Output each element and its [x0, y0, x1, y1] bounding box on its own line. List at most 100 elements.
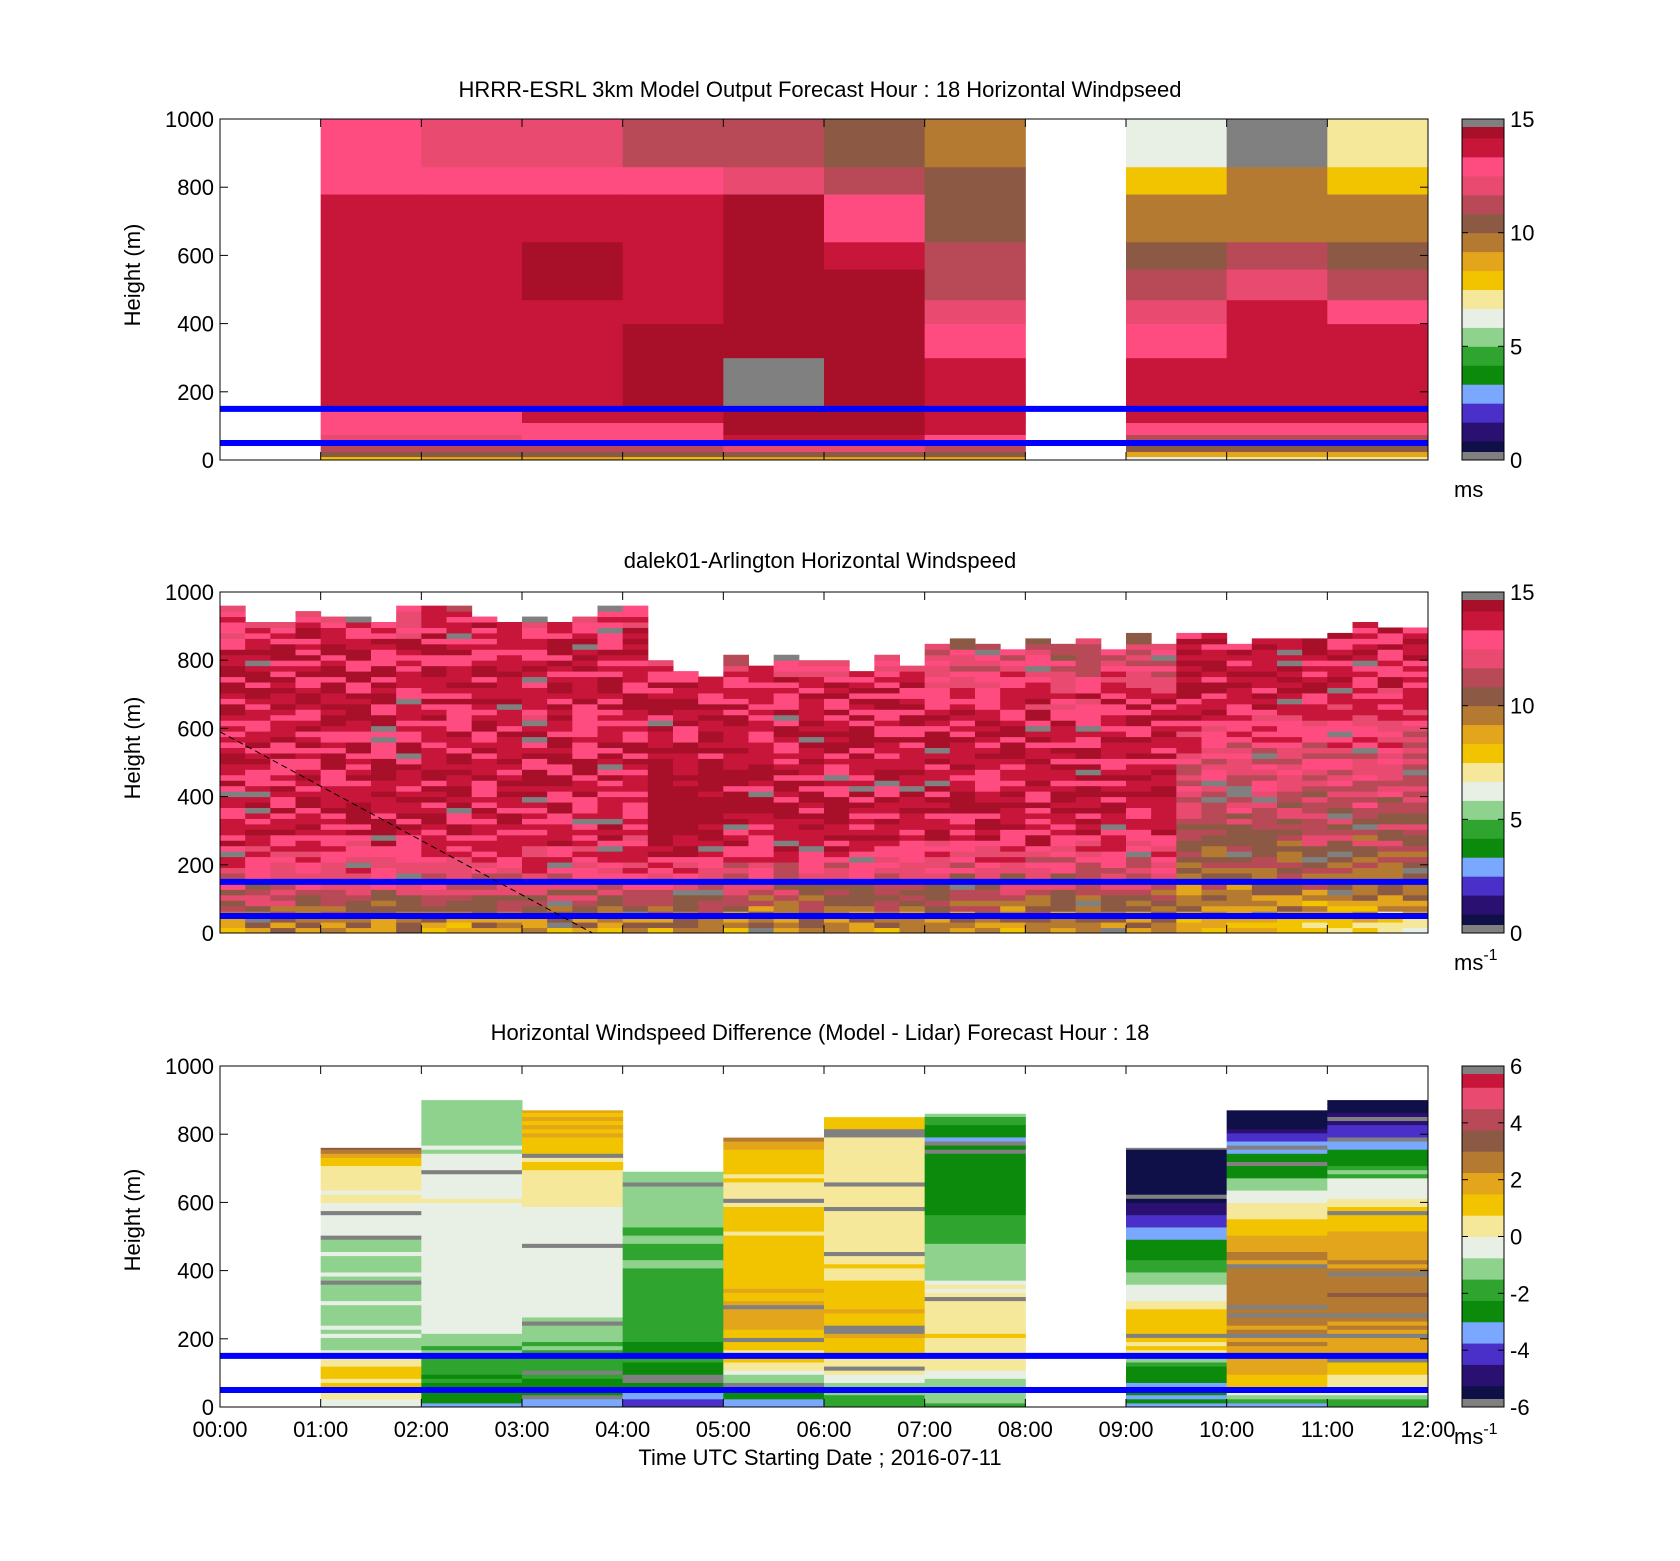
difference-cell [824, 1370, 926, 1375]
lidar-cell [295, 922, 322, 929]
lidar-cell [824, 736, 850, 743]
difference-cell [824, 1345, 926, 1351]
lidar-cell [1402, 883, 1429, 890]
difference-cell [320, 1214, 422, 1220]
lidar-cell [496, 763, 523, 770]
lidar-cell [1302, 736, 1328, 743]
lidar-cell [471, 807, 498, 814]
lidar-cell [899, 682, 926, 688]
panel3-ylabel: Height (m) [120, 1169, 145, 1272]
difference-cell [1126, 1366, 1228, 1371]
difference-cell [622, 1243, 724, 1248]
lidar-cell [371, 654, 397, 661]
lidar-cell [547, 851, 573, 858]
lidar-cell [522, 927, 548, 934]
lidar-cell [1176, 643, 1202, 650]
colorbar-swatch [1462, 857, 1504, 877]
difference-cell [421, 1116, 523, 1122]
lidar-cell [1251, 676, 1278, 683]
lidar-cell [371, 676, 397, 683]
heatmap-cell [320, 299, 422, 325]
lidar-cell [522, 818, 548, 825]
difference-cell [723, 1361, 825, 1367]
lidar-cell [597, 883, 624, 890]
heatmap-cell [824, 456, 926, 461]
difference-cell [622, 1247, 724, 1253]
lidar-cell [1025, 812, 1051, 819]
lidar-cell [1075, 872, 1102, 879]
difference-cell [1327, 1157, 1429, 1162]
lidar-cell [924, 747, 951, 754]
lidar-cell [1377, 703, 1404, 710]
lidar-cell [1352, 742, 1379, 748]
lidar-cell [899, 780, 926, 787]
difference-cell [723, 1161, 825, 1167]
lidar-cell [270, 769, 296, 776]
lidar-cell [270, 632, 296, 639]
lidar-cell [220, 676, 246, 683]
difference-cell [320, 1259, 422, 1265]
lidar-cell [1302, 818, 1328, 825]
lidar-cell [371, 812, 397, 819]
lidar-cell [597, 643, 624, 650]
difference-cell [320, 1210, 422, 1216]
lidar-cell [1251, 812, 1278, 819]
lidar-cell [1402, 763, 1429, 770]
lidar-cell [773, 774, 800, 781]
difference-cell [723, 1280, 825, 1285]
lidar-cell [1100, 698, 1127, 705]
lidar-cell [245, 638, 271, 645]
difference-cell [1327, 1206, 1429, 1212]
difference-cell [924, 1288, 1026, 1293]
lidar-cell [446, 900, 473, 907]
lidar-cell [1277, 714, 1303, 721]
lidar-cell [1377, 769, 1404, 776]
lidar-cell [1302, 867, 1328, 874]
lidar-cell [824, 660, 850, 667]
lidar-cell [647, 682, 674, 688]
lidar-cell [396, 845, 422, 852]
lidar-cell [1100, 682, 1127, 688]
lidar-cell [597, 709, 624, 716]
lidar-cell [1050, 758, 1077, 765]
lidar-cell [421, 622, 447, 628]
difference-cell [824, 1210, 926, 1216]
difference-cell [824, 1141, 926, 1146]
lidar-cell [1226, 769, 1253, 776]
lidar-cell [496, 709, 523, 716]
lidar-cell [1075, 774, 1102, 781]
lidar-cell [1075, 758, 1102, 765]
lidar-cell [849, 845, 875, 852]
lidar-cell [1226, 840, 1253, 847]
lidar-cell [1201, 802, 1228, 809]
lidar-cell [773, 785, 800, 792]
difference-cell [723, 1398, 825, 1404]
lidar-cell [345, 758, 372, 765]
difference-cell [1327, 1116, 1429, 1122]
difference-cell [522, 1214, 624, 1220]
lidar-cell [1402, 894, 1429, 901]
lidar-cell [1226, 654, 1253, 661]
lidar-cell [1251, 769, 1278, 776]
lidar-cell [975, 720, 1001, 727]
lidar-cell [1201, 649, 1228, 656]
difference-cell [723, 1141, 825, 1146]
lidar-cell [1025, 883, 1051, 890]
lidar-cell [1000, 922, 1026, 929]
lidar-cell [1377, 720, 1404, 727]
lidar-cell [1100, 731, 1127, 738]
difference-cell [421, 1374, 523, 1379]
lidar-cell [1000, 905, 1026, 912]
difference-cell [824, 1304, 926, 1310]
lidar-cell [421, 763, 447, 770]
lidar-cell [320, 627, 347, 634]
lidar-cell [547, 791, 573, 798]
lidar-cell [270, 796, 296, 803]
heatmap-cell [723, 422, 825, 435]
lidar-cell [1277, 736, 1303, 743]
lidar-cell [874, 856, 900, 863]
lidar-cell [1176, 927, 1202, 934]
lidar-cell [1025, 660, 1051, 667]
lidar-cell [824, 725, 850, 732]
lidar-cell [1201, 823, 1228, 830]
